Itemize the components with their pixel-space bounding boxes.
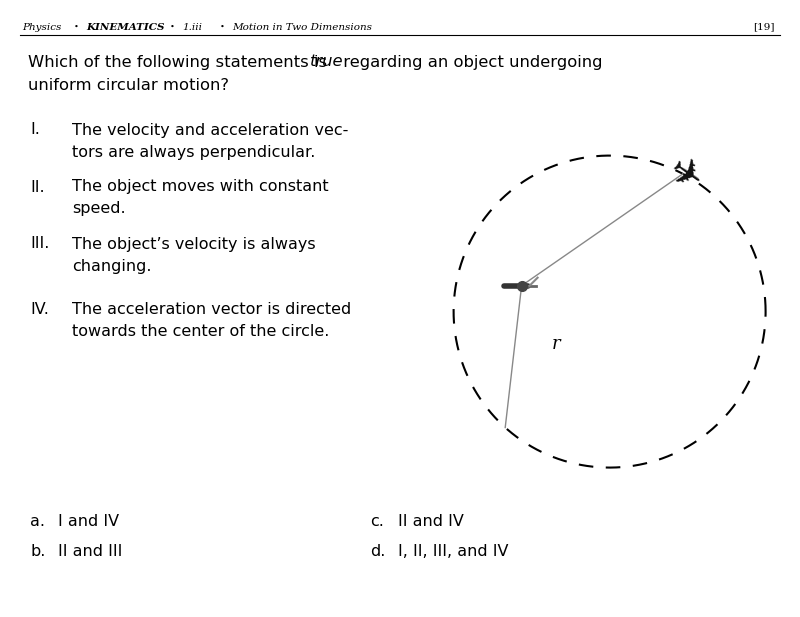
Text: [19]: [19]	[754, 22, 775, 31]
Text: towards the center of the circle.: towards the center of the circle.	[72, 325, 330, 339]
Text: II and IV: II and IV	[398, 515, 464, 529]
Text: true: true	[310, 54, 344, 70]
Text: The object’s velocity is always: The object’s velocity is always	[72, 236, 316, 252]
Text: I, II, III, and IV: I, II, III, and IV	[398, 544, 509, 560]
Text: Which of the following statements is: Which of the following statements is	[28, 54, 332, 70]
Text: tors are always perpendicular.: tors are always perpendicular.	[72, 144, 315, 160]
Text: I.: I.	[30, 123, 40, 138]
Text: •: •	[170, 23, 175, 31]
Text: regarding an object undergoing: regarding an object undergoing	[338, 54, 602, 70]
Text: The object moves with constant: The object moves with constant	[72, 180, 329, 194]
Text: I and IV: I and IV	[58, 515, 119, 529]
Text: II and III: II and III	[58, 544, 122, 560]
Text: changing.: changing.	[72, 259, 151, 273]
Text: c.: c.	[370, 515, 384, 529]
Text: 1.iii: 1.iii	[182, 22, 202, 31]
Text: The acceleration vector is directed: The acceleration vector is directed	[72, 302, 351, 318]
Text: III.: III.	[30, 236, 50, 252]
Text: •: •	[220, 23, 225, 31]
Text: II.: II.	[30, 180, 45, 194]
Text: d.: d.	[370, 544, 386, 560]
Text: Physics: Physics	[22, 22, 62, 31]
Text: b.: b.	[30, 544, 46, 560]
Text: speed.: speed.	[72, 202, 126, 217]
Text: KINEMATICS: KINEMATICS	[86, 22, 165, 31]
Text: uniform circular motion?: uniform circular motion?	[28, 78, 229, 93]
Text: •: •	[74, 23, 79, 31]
Text: ✈: ✈	[661, 151, 709, 201]
Text: The velocity and acceleration vec-: The velocity and acceleration vec-	[72, 123, 348, 138]
Text: a.: a.	[30, 515, 45, 529]
Text: Motion in Two Dimensions: Motion in Two Dimensions	[232, 22, 372, 31]
Text: r: r	[552, 334, 560, 353]
Text: IV.: IV.	[30, 302, 49, 318]
